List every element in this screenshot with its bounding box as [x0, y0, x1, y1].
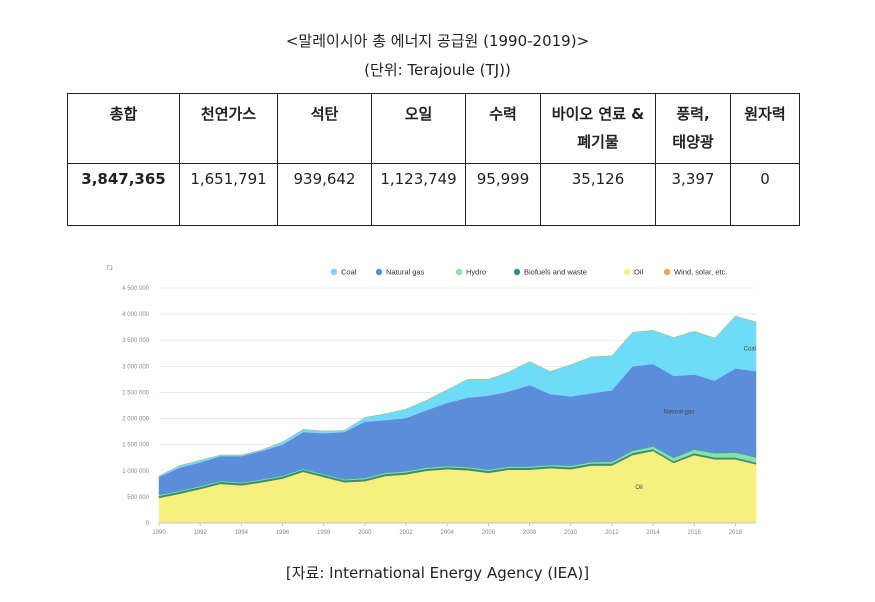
y-tick-label: 3 000 000: [122, 364, 149, 370]
x-tick-label: 2014: [646, 530, 660, 536]
y-axis: 0 500 000 1 000 000 1 500 000 2 000 000 2 500…: [122, 286, 149, 527]
value-total: 3,847,365: [67, 163, 180, 226]
legend-label: Biofuels and waste: [524, 268, 587, 277]
x-tick-label: 1998: [317, 530, 331, 536]
header-biofuels: 바이오 연료 & 폐기물: [540, 93, 656, 164]
header-natural-gas: 천연가스: [179, 93, 278, 164]
y-tick-label: 1 000 000: [122, 469, 149, 475]
chart-legend: Coal Natural gas Hydro Biofuels and waste Oi…: [330, 268, 727, 277]
chart-areas: [158, 315, 757, 524]
y-tick-label: 0: [146, 521, 150, 527]
legend-marker: [513, 268, 521, 276]
header-hydro: 수력: [465, 93, 541, 164]
y-tick-label: 4 000 000: [122, 312, 149, 318]
legend-marker: [623, 268, 631, 276]
x-tick-label: 1996: [276, 530, 290, 536]
value-oil: 1,123,749: [371, 163, 466, 226]
x-tick-label: 2006: [482, 530, 496, 536]
area-annotation: Oil: [635, 485, 642, 491]
legend-marker: [375, 268, 383, 276]
x-tick-label: 1990: [152, 530, 166, 536]
series-area-wind-solar-etc: [158, 315, 757, 477]
y-tick-label: 4 500 000: [122, 286, 149, 292]
header-oil: 오일: [371, 93, 466, 164]
y-tick-label: 1 500 000: [122, 443, 149, 449]
legend-label: Wind, solar, etc.: [674, 268, 727, 277]
y-tick-label: 500 000: [127, 495, 149, 501]
legend-label: Coal: [341, 268, 357, 277]
x-tick-label: 2012: [605, 530, 619, 536]
table-row: 3,847,365 1,651,791 939,642 1,123,749 95…: [67, 163, 800, 226]
chart-annotations: Coal Natural gas Oil: [635, 347, 756, 491]
x-tick-label: 2000: [358, 530, 372, 536]
x-tick-label: 2002: [399, 530, 413, 536]
x-tick-label: 2008: [523, 530, 537, 536]
area-annotation: Natural gas: [664, 409, 695, 415]
header-coal: 석탄: [277, 93, 372, 164]
x-tick-label: 2010: [564, 530, 578, 536]
value-hydro: 95,999: [465, 163, 541, 226]
energy-summary-table: 총합 천연가스 석탄 오일 수력 바이오 연료 & 폐기물 풍력, 태양광 원자력 …: [67, 93, 800, 226]
value-nuclear: 0: [730, 163, 800, 226]
energy-supply-area-chart: Coal Natural gas Hydro Biofuels and waste Oi…: [106, 266, 757, 536]
value-wind-solar: 3,397: [655, 163, 731, 226]
table-header-row: 총합 천연가스 석탄 오일 수력 바이오 연료 & 폐기물 풍력, 태양광 원자력: [67, 93, 800, 164]
legend-marker: [330, 268, 338, 276]
value-biofuels: 35,126: [540, 163, 656, 226]
legend-marker: [663, 268, 671, 276]
header-nuclear: 원자력: [730, 93, 800, 164]
x-tick-label: 1994: [235, 530, 249, 536]
value-natural-gas: 1,651,791: [179, 163, 278, 226]
y-tick-label: 2 500 000: [122, 390, 149, 396]
source-note: [자료: International Energy Agency (IEA)]: [285, 564, 590, 582]
x-tick-label: 2004: [441, 530, 455, 536]
y-tick-label: 3 500 000: [122, 338, 149, 344]
legend-label: Oil: [634, 268, 644, 277]
legend-label: Hydro: [466, 268, 486, 277]
unit-note: (단위: Terajoule (TJ)): [364, 61, 511, 79]
area-annotation: Coal: [744, 347, 756, 353]
legend-marker: [455, 268, 463, 276]
header-wind-solar: 풍력, 태양광: [655, 93, 731, 164]
y-tick-label: 2 000 000: [122, 417, 149, 423]
x-tick-label: 2018: [729, 530, 743, 536]
x-tick-label: 1992: [193, 530, 207, 536]
page-title: <말레이시아 총 에너지 공급원 (1990-2019)>: [285, 32, 590, 50]
legend-label: Natural gas: [386, 268, 425, 277]
x-tick-label: 2016: [688, 530, 702, 536]
y-axis-unit: TJ: [106, 266, 113, 272]
value-coal: 939,642: [277, 163, 372, 226]
x-axis: 1990 1992 1994 1996 1998 2000 2002 2004 2006 2008…: [152, 522, 756, 536]
header-total: 총합: [67, 93, 180, 164]
